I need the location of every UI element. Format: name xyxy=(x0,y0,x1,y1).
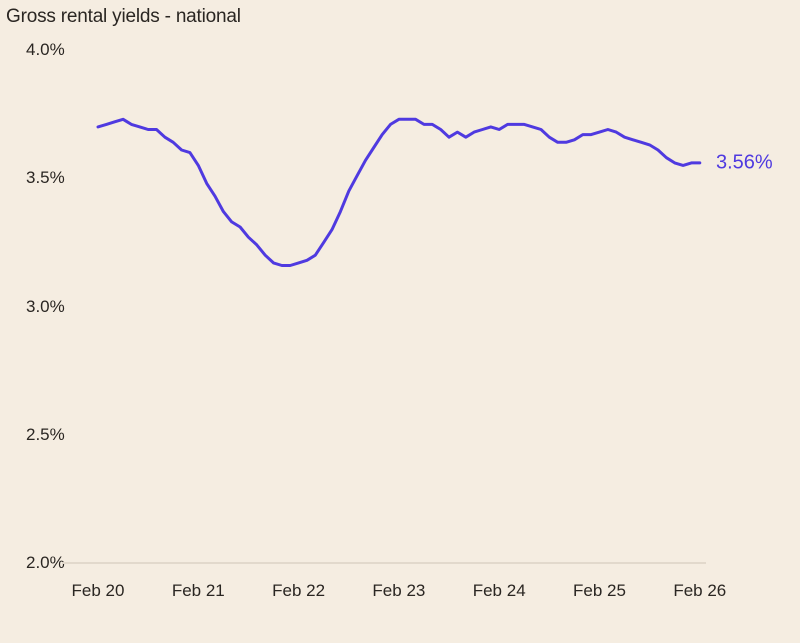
x-tick-label: Feb 24 xyxy=(472,581,526,600)
y-tick-label: 3.5% xyxy=(26,168,65,188)
yield-series-line xyxy=(96,117,702,267)
x-tick-label: Feb 25 xyxy=(573,581,626,600)
x-tick-label: Feb 23 xyxy=(372,581,426,600)
x-tick-label: Feb 26 xyxy=(673,581,727,600)
x-tick-label: Feb 22 xyxy=(272,581,326,600)
chart-title: Gross rental yields - national xyxy=(6,6,241,27)
y-tick-label: 3.0% xyxy=(26,296,65,316)
x-tick-label: Feb 20 xyxy=(71,581,125,600)
y-tick-label: 4.0% xyxy=(26,40,65,59)
x-tick-label: Feb 21 xyxy=(171,581,225,600)
y-tick-label: 2.5% xyxy=(26,424,65,444)
y-tick-label: 2.0% xyxy=(26,553,65,572)
end-value-label: 3.56% xyxy=(716,151,773,174)
